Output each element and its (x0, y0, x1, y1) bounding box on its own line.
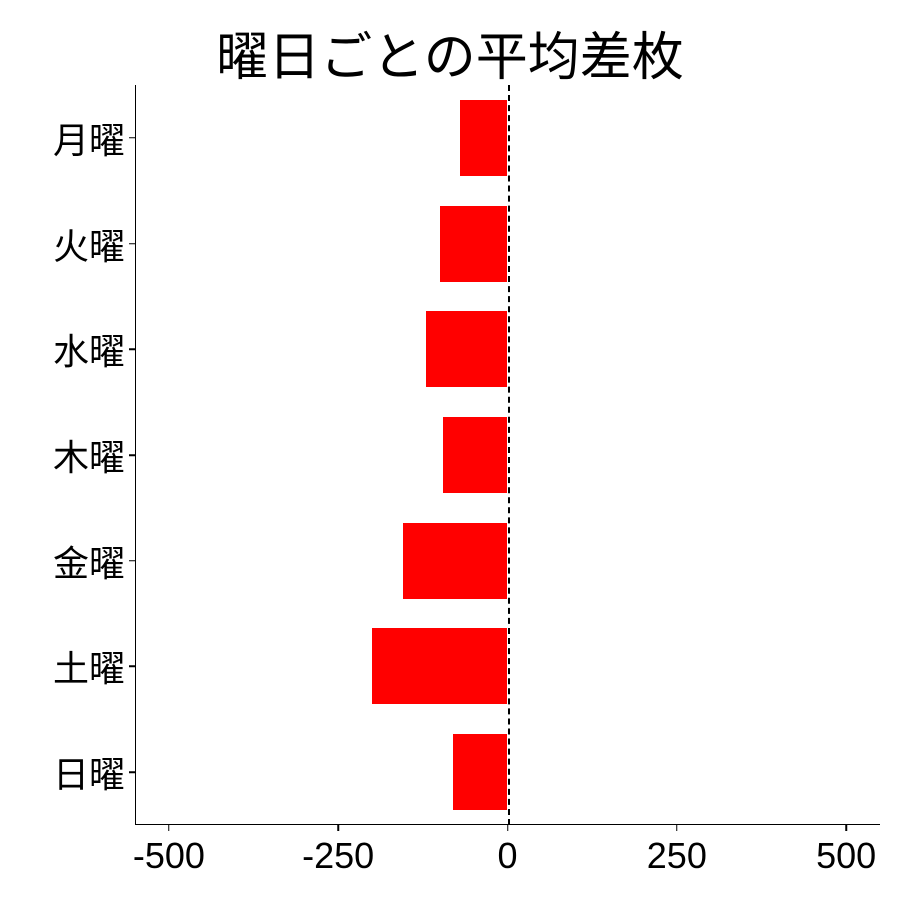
y-axis-label: 火曜 (53, 218, 135, 270)
bar (460, 100, 507, 176)
y-axis-label: 金曜 (53, 535, 135, 587)
x-axis-label: -250 (302, 825, 374, 877)
plot-area: 月曜火曜水曜木曜金曜土曜日曜-500-2500250500 (135, 85, 880, 825)
chart-title: 曜日ごとの平均差枚 (0, 15, 900, 90)
x-axis-label: -500 (133, 825, 205, 877)
zero-line (508, 85, 510, 825)
bar (440, 206, 508, 282)
bar (403, 523, 508, 599)
y-axis-label: 水曜 (53, 323, 135, 375)
bar (426, 311, 507, 387)
y-axis-label: 月曜 (53, 112, 135, 164)
y-axis-label: 木曜 (53, 429, 135, 481)
bar (453, 734, 507, 810)
chart-container: 曜日ごとの平均差枚 月曜火曜水曜木曜金曜土曜日曜-500-2500250500 (0, 0, 900, 900)
bar (372, 628, 507, 704)
x-axis-label: 500 (816, 825, 876, 877)
x-axis-label: 250 (647, 825, 707, 877)
x-axis-label: 0 (497, 825, 517, 877)
bar (443, 417, 507, 493)
y-axis-label: 土曜 (53, 640, 135, 692)
y-axis-label: 日曜 (53, 746, 135, 798)
